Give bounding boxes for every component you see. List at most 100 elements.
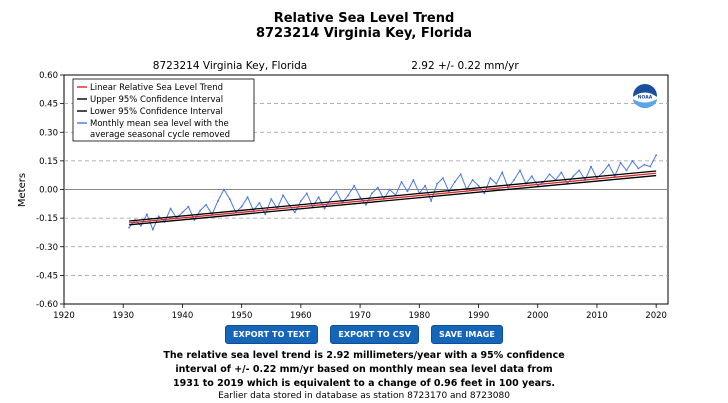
monthly-point [388,188,391,191]
chart-title: Relative Sea Level Trend [273,11,455,26]
x-tick-label: 2010 [586,311,608,320]
legend-label-lower: Lower 95% Confidence Interval [90,107,223,117]
monthly-point [199,209,202,212]
monthly-point [519,169,521,172]
monthly-point [436,182,438,185]
sea-level-chart: 8723214 Virginia Key, Florida 2.92 +/- 0… [17,60,669,320]
monthly-point [560,171,563,174]
monthly-point [501,171,504,174]
x-tick-label: 1930 [112,311,134,320]
x-tick-label: 1980 [408,311,430,320]
monthly-point [258,201,261,204]
monthly-point [365,203,367,206]
monthly-point [406,190,409,193]
monthly-point [157,215,160,218]
monthly-point [270,198,273,200]
monthly-point [471,179,474,181]
monthly-point [625,169,628,172]
x-tick-label: 2020 [645,311,667,320]
monthly-point [430,200,433,202]
monthly-point [631,159,634,162]
y-tick-label: -0.60 [36,300,58,310]
upper-ci-line [129,170,657,222]
monthly-point [246,196,249,199]
monthly-point [376,186,379,189]
monthly-point [483,192,486,195]
monthly-point [601,171,604,174]
monthly-point [530,175,533,178]
monthly-point [329,198,332,200]
y-tick-label: -0.15 [36,214,58,224]
monthly-point [169,207,172,210]
y-axis-label: Meters [17,173,28,207]
monthly-point [649,165,652,168]
legend-label-monthly-2: average seasonal cycle removed [90,130,230,140]
monthly-point [572,175,575,178]
lower-ci-line [129,174,657,226]
monthly-point [371,192,373,195]
legend-label-trend: Linear Relative Sea Level Trend [90,83,223,93]
monthly-point [442,177,444,179]
monthly-point [264,213,267,216]
monthly-point [347,194,350,197]
monthly-point [459,173,462,176]
monthly-point [299,200,302,202]
x-tick-label: 1970 [349,311,371,320]
legend-label-monthly-1: Monthly mean sea level with the [90,119,229,129]
monthly-point [140,224,142,227]
monthly-point [643,163,646,166]
y-tick-label: 0.45 [39,100,58,110]
monthly-point [619,161,622,164]
y-tick-label: 0.15 [39,157,58,167]
legend-label-upper: Upper 95% Confidence Interval [90,95,223,105]
export-csv-button[interactable]: EXPORT TO CSV [330,325,419,344]
monthly-point [655,154,658,157]
y-tick-label: 0.00 [39,186,58,196]
monthly-point [305,192,308,195]
legend: Linear Relative Sea Level Trend Upper 95… [72,78,255,142]
description-line-3: 1931 to 2019 which is equivalent to a ch… [172,378,556,389]
monthly-point [193,219,196,221]
trend-line [129,172,657,224]
monthly-point [400,180,403,183]
monthly-point [359,196,361,199]
y-tick-label: 0.60 [39,71,58,81]
monthly-point [187,205,190,208]
station-label: 8723214 Virginia Key, Florida [153,60,307,72]
monthly-point [222,188,225,191]
trend-description: The relative sea level trend is 2.92 mil… [0,349,728,391]
monthly-point [477,184,480,187]
monthly-point [578,169,581,172]
monthly-point [205,203,208,206]
x-tick-label: 1990 [468,311,490,320]
export-text-button[interactable]: EXPORT TO TEXT [224,325,319,344]
monthly-point [548,173,551,176]
station-note: Earlier data stored in database as stati… [218,391,510,401]
monthly-point [489,177,492,179]
monthly-point [294,211,296,214]
monthly-point [323,207,326,210]
x-tick-label: 2000 [527,311,549,320]
monthly-point [146,213,148,216]
monthly-point [217,200,219,202]
y-tick-label: -0.30 [36,243,58,253]
description-line-2: interval of +/- 0.22 mm/yr based on mont… [175,364,553,375]
monthly-point [151,228,154,231]
y-tick-label: -0.45 [36,271,58,281]
monthly-point [335,190,338,193]
axes: 0.60 0.45 0.30 0.15 0.00 -0.15 -0.30 -0.45 -0.60… [36,71,667,320]
trend-label: 2.92 +/- 0.22 mm/yr [411,60,519,72]
monthly-point [412,179,415,181]
description-line-1: The relative sea level trend is 2.92 mil… [163,350,565,361]
monthly-point [495,182,498,185]
chart-subtitle: 8723214 Virginia Key, Florida [255,26,473,41]
save-image-button[interactable]: SAVE IMAGE [430,325,503,344]
y-tick-label: 0.30 [39,128,58,138]
legend-box [72,78,255,142]
monthly-point [282,194,284,197]
series-layer [128,154,658,231]
x-tick-label: 1920 [53,311,75,320]
monthly-point [353,184,356,187]
monthly-series-line [128,154,657,231]
noaa-logo-icon: NOAA [633,84,657,108]
